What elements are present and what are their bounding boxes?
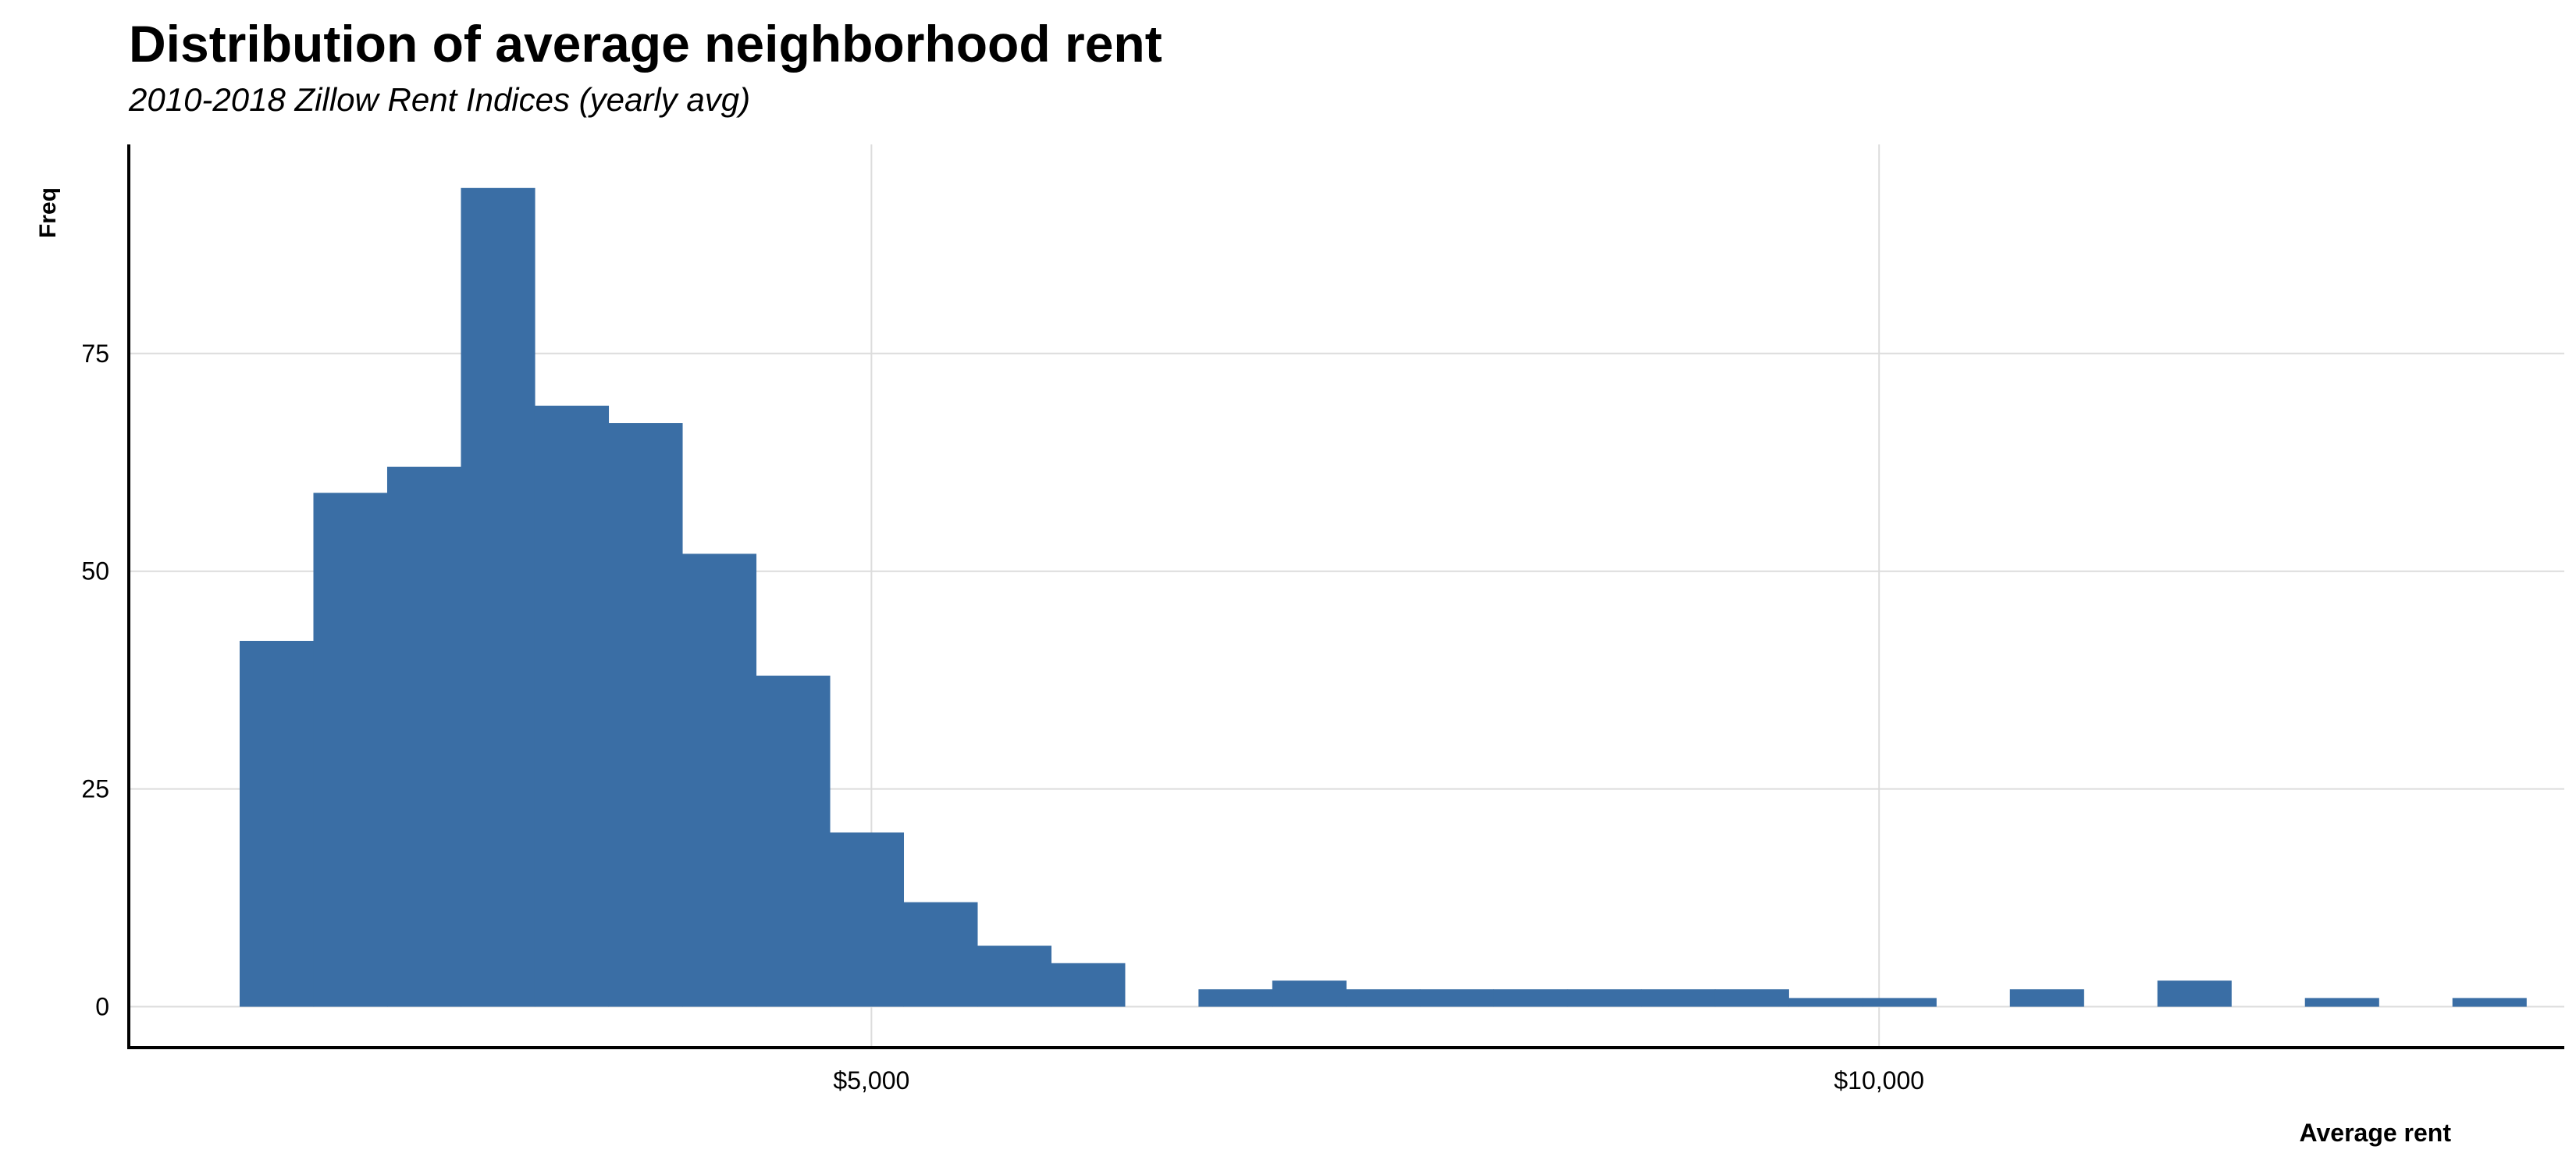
chart-title: Distribution of average neighborhood ren…	[129, 15, 1162, 73]
axes	[127, 144, 2564, 1049]
histogram-bar	[1641, 989, 1716, 1007]
histogram-bar	[2452, 998, 2527, 1007]
histogram-bar	[313, 493, 388, 1007]
histogram-bar	[1419, 989, 1494, 1007]
histogram-bar	[1862, 998, 1937, 1007]
histogram-bar	[977, 945, 1051, 1007]
histogram-bar	[239, 640, 315, 1007]
x-axis-label: Average rent	[2300, 1119, 2452, 1147]
histogram-bar	[903, 902, 978, 1007]
histogram-bar	[1567, 989, 1642, 1007]
y-tick-label: 75	[81, 340, 109, 368]
histogram-bar	[1051, 963, 1126, 1007]
y-tick-label: 25	[81, 775, 109, 803]
histogram-bar	[1272, 981, 1347, 1007]
histogram-bar	[1788, 998, 1863, 1007]
histogram-bar	[681, 553, 757, 1007]
histogram-bar	[461, 187, 535, 1007]
y-tick-label: 50	[81, 557, 109, 586]
histogram-bar	[608, 423, 683, 1007]
histogram-bar	[1493, 989, 1568, 1007]
tick-labels: 0 25 50 75 $5,000 $10,000	[81, 340, 1924, 1094]
y-axis-label: Freq	[35, 187, 61, 238]
x-tick-label: $5,000	[833, 1066, 909, 1094]
histogram-bar	[2157, 981, 2232, 1007]
y-tick-label: 0	[95, 993, 109, 1021]
histogram-bar	[829, 832, 905, 1007]
histogram-bar	[534, 405, 610, 1007]
histogram-bar	[2009, 989, 2084, 1007]
chart-subtitle: 2010-2018 Zillow Rent Indices (yearly av…	[129, 81, 751, 118]
x-tick-label: $10,000	[1834, 1066, 1924, 1094]
histogram-bar	[756, 675, 831, 1007]
histogram-bar	[386, 466, 462, 1007]
histogram-bar	[1346, 989, 1421, 1007]
histogram-bar	[2304, 998, 2379, 1007]
histogram-bar	[1198, 989, 1273, 1007]
histogram-bar	[1714, 989, 1789, 1007]
histogram-bars	[239, 187, 2527, 1007]
